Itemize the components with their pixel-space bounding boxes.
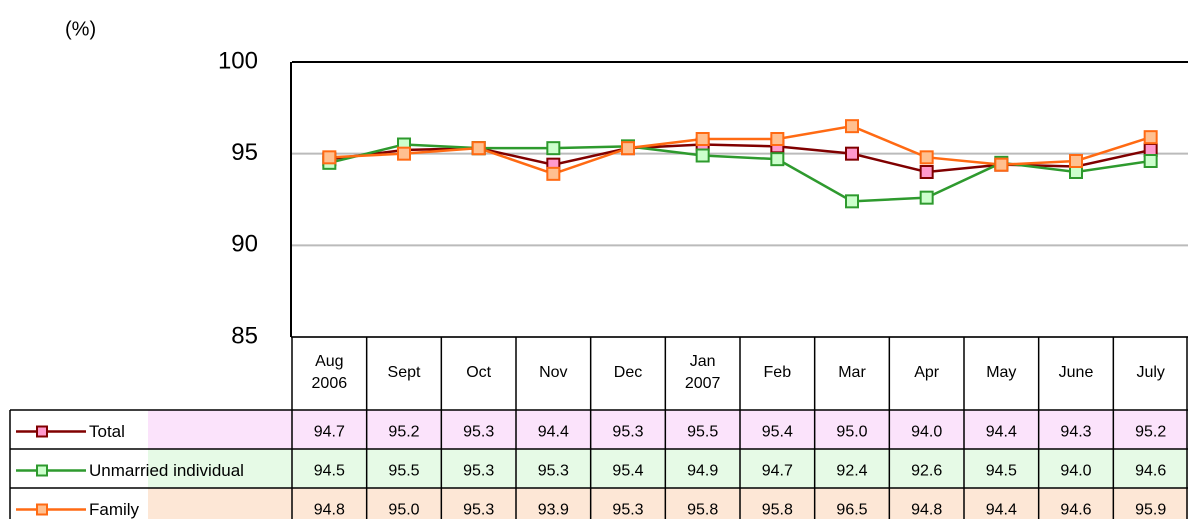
table-value: 94.4 (538, 424, 569, 441)
x-tick-label: Oct (466, 364, 491, 381)
table-value: 95.3 (463, 502, 494, 519)
data-point (397, 146, 411, 161)
legend-label: Total (89, 422, 125, 441)
data-point (546, 166, 561, 181)
x-tick-label: Apr (914, 364, 940, 381)
table-value: 95.2 (388, 424, 419, 441)
data-point (322, 150, 337, 165)
table-value: 95.4 (612, 463, 643, 480)
data-point (845, 146, 859, 161)
legend-marker (36, 425, 48, 438)
x-tick-label: Dec (614, 364, 642, 381)
y-tick-label: 90 (231, 231, 258, 258)
data-point (919, 190, 934, 205)
x-tick-label: July (1136, 364, 1164, 381)
data-point (471, 141, 486, 156)
row-background (148, 449, 1188, 488)
table-value: 95.8 (762, 502, 793, 519)
data-point (919, 165, 934, 179)
series-line (329, 124, 1152, 176)
table-value: 94.3 (1060, 424, 1091, 441)
table-value: 94.5 (314, 463, 345, 480)
table-value: 94.6 (1135, 463, 1166, 480)
table-value: 94.0 (911, 424, 942, 441)
table-value: 95.3 (612, 424, 643, 441)
table-value: 94.4 (986, 424, 1017, 441)
data-point (845, 194, 859, 209)
data-point (1069, 154, 1083, 168)
table-value: 95.3 (538, 463, 569, 480)
table-value: 94.6 (1060, 502, 1091, 519)
table-value: 94.8 (314, 502, 345, 519)
x-tick-label: Feb (764, 364, 792, 381)
x-tick-label: Mar (838, 364, 866, 381)
data-point (994, 157, 1009, 172)
data-point (695, 148, 710, 163)
table-value: 94.7 (314, 424, 345, 441)
x-tick-label: Nov (539, 364, 567, 381)
legend-label: Family (89, 500, 140, 519)
x-tick-label: Aug 2006 (312, 353, 348, 392)
y-tick-label: 100 (218, 47, 258, 74)
row-background (148, 410, 1188, 449)
x-tick-label: Jan 2007 (685, 353, 721, 392)
data-point (845, 119, 859, 134)
data-point (770, 132, 785, 146)
table-value: 95.0 (836, 424, 867, 441)
table-value: 95.4 (762, 424, 793, 441)
table-value: 94.7 (762, 463, 793, 480)
table-value: 92.6 (911, 463, 942, 480)
x-tick-label: May (986, 364, 1016, 381)
legend-marker (36, 503, 48, 516)
x-tick-label: Sept (388, 364, 421, 381)
y-tick-label: 85 (231, 322, 258, 349)
data-point (1143, 130, 1158, 145)
table-value: 94.4 (986, 502, 1017, 519)
table-value: 96.5 (836, 502, 867, 519)
data-point (695, 132, 710, 146)
table-value: 92.4 (836, 463, 867, 480)
table-value: 95.9 (1135, 502, 1166, 519)
legend-marker (36, 464, 48, 477)
table-value: 95.3 (612, 502, 643, 519)
table-value: 95.0 (388, 502, 419, 519)
y-axis-label: (%) (65, 18, 96, 40)
table-value: 93.9 (538, 502, 569, 519)
x-tick-label: June (1059, 364, 1094, 381)
table-value: 95.5 (388, 463, 419, 480)
data-point (1143, 154, 1158, 168)
table-value: 95.3 (463, 463, 494, 480)
table-value: 95.8 (687, 502, 718, 519)
table-value: 94.9 (687, 463, 718, 480)
data-point (546, 141, 561, 156)
table-value: 95.3 (463, 424, 494, 441)
row-background (148, 488, 1188, 519)
data-point (621, 141, 635, 156)
table-value: 95.2 (1135, 424, 1166, 441)
table-value: 94.0 (1060, 463, 1091, 480)
legend-label: Unmarried individual (89, 461, 244, 480)
table-value: 95.5 (687, 424, 718, 441)
data-point (919, 150, 934, 165)
data-point (770, 152, 785, 167)
table-value: 94.8 (911, 502, 942, 519)
table-value: 94.5 (986, 463, 1017, 480)
y-tick-label: 95 (231, 139, 258, 166)
